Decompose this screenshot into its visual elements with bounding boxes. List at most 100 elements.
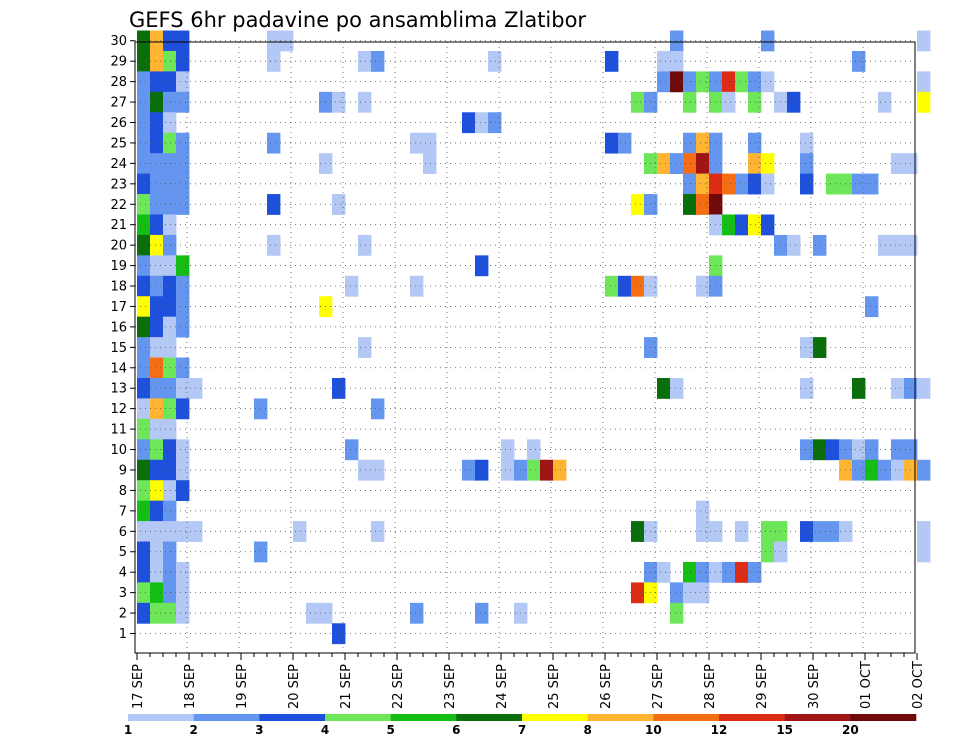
heatmap-cell — [176, 30, 190, 52]
heatmap-cell — [137, 50, 151, 72]
heatmap-cell — [475, 255, 489, 277]
y-tick-label: 14 — [110, 361, 127, 376]
y-tick-label: 8 — [119, 484, 127, 499]
x-tick-label: 24 SEP — [495, 664, 510, 709]
heatmap-cell — [761, 71, 775, 93]
colorbar-label: 8 — [583, 723, 591, 737]
heatmap-cell — [176, 132, 190, 154]
heatmap-cell — [137, 378, 151, 399]
heatmap-cell — [137, 357, 151, 379]
heatmap-cell — [865, 439, 879, 461]
heatmap-cell — [163, 30, 177, 52]
heatmap-cell — [696, 521, 710, 542]
heatmap-cell — [163, 439, 177, 461]
colorbar-label: 2 — [189, 723, 197, 737]
heatmap-cell — [696, 275, 710, 297]
heatmap-cell — [423, 153, 437, 174]
heatmap-cell — [163, 132, 177, 154]
heatmap-cell — [787, 91, 801, 113]
heatmap-cell — [462, 112, 476, 134]
heatmap-cell — [852, 173, 866, 195]
heatmap-cell — [410, 275, 424, 297]
x-tick-label: 26 SEP — [599, 664, 614, 709]
heatmap-cell — [137, 337, 151, 358]
colorbar-label: 5 — [386, 723, 394, 737]
heatmap-cell — [761, 214, 775, 236]
colorbar-label: 4 — [321, 723, 329, 737]
heatmap-cell — [683, 561, 697, 583]
heatmap-cell — [163, 255, 177, 277]
heatmap-cell — [852, 378, 866, 399]
heatmap-cell — [150, 561, 164, 583]
heatmap-cell — [800, 521, 814, 542]
heatmap-cell — [501, 459, 515, 481]
heatmap-cells — [137, 30, 931, 645]
heatmap-cell — [657, 378, 671, 399]
heatmap-cell — [163, 500, 177, 522]
heatmap-cell — [358, 50, 372, 72]
heatmap-cell — [813, 337, 827, 358]
y-tick-label: 16 — [110, 320, 127, 335]
x-tick-label: 21 SEP — [339, 664, 354, 709]
y-tick-label: 26 — [110, 116, 127, 131]
heatmap-cell — [150, 234, 164, 256]
heatmap-cell — [163, 337, 177, 358]
heatmap-cell — [878, 234, 892, 256]
heatmap-cell — [852, 50, 866, 72]
heatmap-cell — [865, 173, 879, 195]
heatmap-cell — [891, 234, 905, 256]
heatmap-cell — [150, 459, 164, 481]
heatmap-cell — [332, 91, 346, 113]
heatmap-cell — [176, 296, 190, 318]
heatmap-cell — [618, 275, 632, 297]
heatmap-cell — [696, 561, 710, 583]
heatmap-cell — [137, 316, 151, 338]
x-tick-label: 22 SEP — [391, 664, 406, 709]
y-tick-label: 29 — [110, 55, 127, 70]
heatmap-cell — [696, 173, 710, 195]
heatmap-cell — [787, 234, 801, 256]
heatmap-cell — [657, 71, 671, 93]
colorbar-swatch — [193, 714, 260, 721]
heatmap-cell — [501, 439, 515, 461]
heatmap-cell — [813, 234, 827, 256]
heatmap-cell — [163, 561, 177, 583]
heatmap-cell — [670, 378, 684, 399]
heatmap-cell — [527, 459, 541, 481]
y-axis: 1234567891011121314151617181920212223242… — [110, 34, 135, 642]
heatmap-cell — [150, 521, 164, 542]
colorbar-swatch — [719, 714, 785, 721]
heatmap-cell — [150, 153, 164, 174]
heatmap-cell — [150, 296, 164, 318]
heatmap-cell — [150, 50, 164, 72]
x-tick-label: 28 SEP — [703, 664, 718, 709]
heatmap-cell — [137, 30, 151, 52]
heatmap-cell — [722, 561, 736, 583]
colorbar-swatch — [259, 714, 326, 721]
y-tick-label: 25 — [110, 136, 127, 151]
grid-lines — [135, 40, 915, 653]
heatmap-cell — [176, 50, 190, 72]
colorbar-label: 1 — [124, 723, 132, 737]
heatmap-cell — [137, 459, 151, 481]
heatmap-cell — [748, 132, 762, 154]
heatmap-cell — [813, 521, 827, 542]
colorbar-label: 6 — [452, 723, 460, 737]
heatmap-cell — [358, 234, 372, 256]
heatmap-cell — [800, 132, 814, 154]
heatmap-cell — [722, 91, 736, 113]
heatmap-cell — [683, 173, 697, 195]
heatmap-cell — [267, 30, 281, 52]
colorbar-label: 7 — [518, 723, 526, 737]
heatmap-cell — [696, 500, 710, 522]
heatmap-cell — [163, 316, 177, 338]
colorbar-label: 20 — [842, 723, 859, 737]
heatmap-cell — [163, 214, 177, 236]
heatmap-cell — [696, 132, 710, 154]
heatmap-cell — [150, 582, 164, 604]
heatmap-cell — [137, 132, 151, 154]
heatmap-cell — [293, 521, 307, 542]
heatmap-cell — [137, 296, 151, 318]
heatmap-cell — [631, 91, 645, 113]
